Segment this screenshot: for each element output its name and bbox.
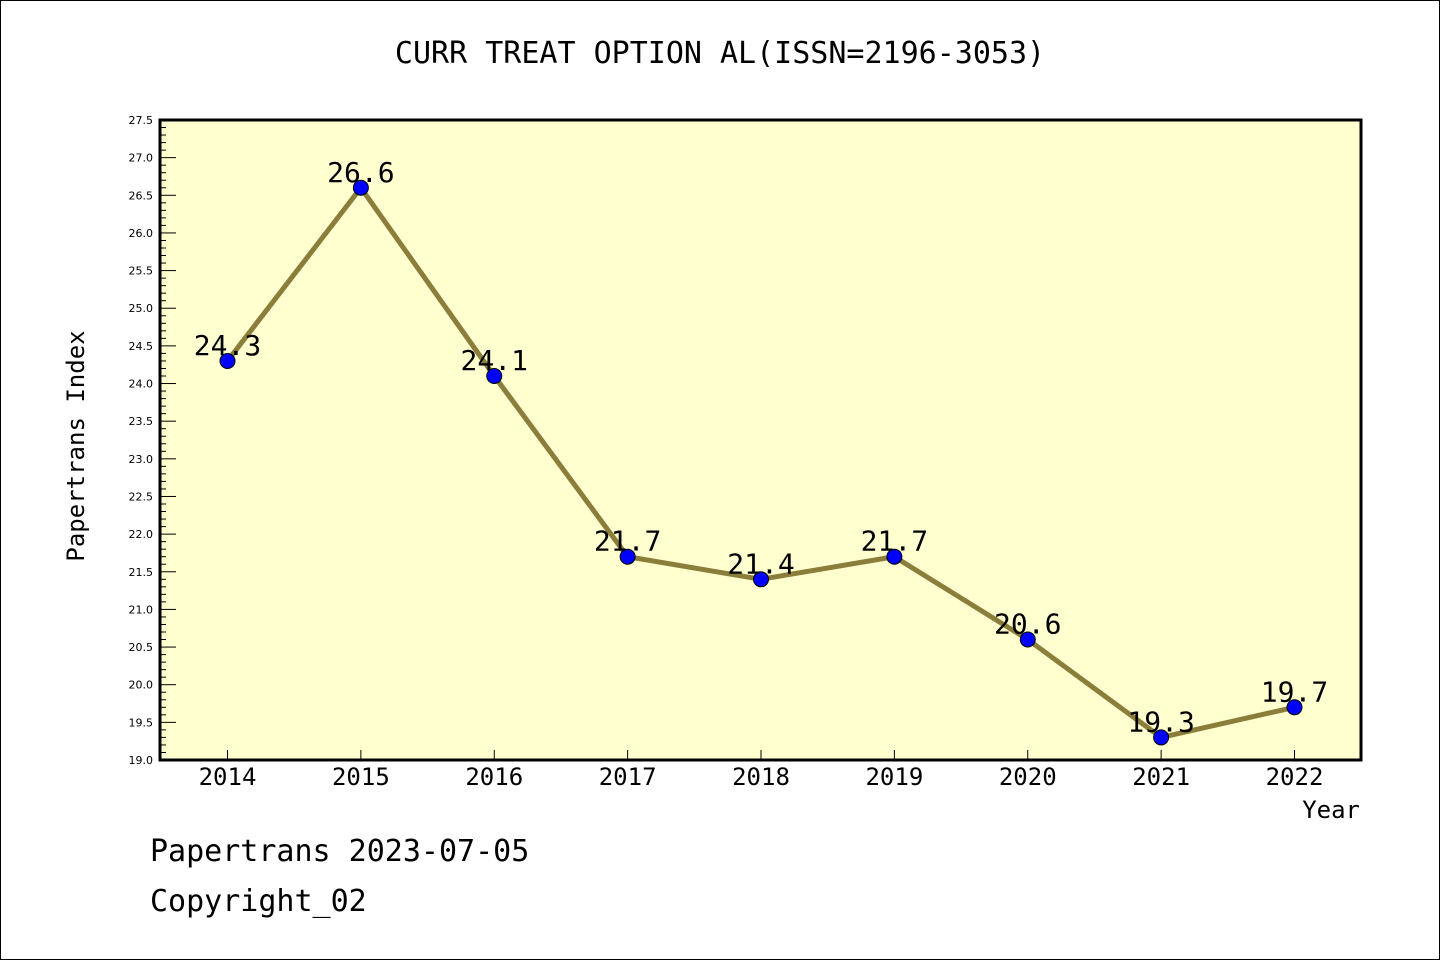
y-tick-label: 19.5 [129, 716, 154, 729]
x-tick-label: 2019 [865, 763, 923, 791]
x-axis-label: Year [1302, 796, 1360, 824]
data-point [619, 548, 636, 565]
y-tick-label: 26.5 [129, 189, 154, 202]
data-label: 21.7 [594, 525, 661, 558]
chart-title: CURR TREAT OPTION AL(ISSN=2196-3053) [394, 36, 1046, 71]
y-axis-ticks: 19.0 19.5 20.0 20.5 21.0 21.5 22.0 22.5 23.0 23.5… [129, 114, 176, 767]
data-labels: 24.3 26.6 24.1 21.7 21.4 21.7 20.6 19.3 19.7 [194, 156, 1328, 739]
data-label: 20.6 [994, 608, 1061, 641]
x-tick-label: 2020 [999, 763, 1057, 791]
y-tick-label: 22.0 [129, 528, 154, 541]
x-tick-label: 2018 [732, 763, 790, 791]
y-tick-label: 19.0 [129, 754, 154, 767]
data-label: 19.7 [1261, 675, 1328, 708]
x-tick-label: 2015 [332, 763, 390, 791]
y-tick-label: 23.0 [129, 453, 154, 466]
y-tick-label: 21.0 [129, 603, 154, 616]
y-tick-label: 24.0 [129, 378, 154, 391]
data-point [219, 352, 236, 369]
y-tick-label: 20.0 [129, 679, 154, 692]
data-label: 24.1 [461, 344, 528, 377]
x-axis-ticks: 2014 2015 2016 2017 2018 2019 2020 2021 2022 [199, 750, 1324, 791]
data-point [753, 571, 769, 588]
data-point [1019, 631, 1036, 648]
y-tick-label: 22.5 [129, 490, 154, 503]
x-tick-label: 2021 [1132, 763, 1190, 791]
data-points [219, 179, 1303, 746]
footer-copyright: Copyright_02 [150, 884, 367, 919]
y-tick-label: 24.5 [129, 340, 154, 353]
plot-border [158, 118, 1363, 762]
y-tick-label: 23.5 [129, 415, 154, 428]
data-label: 24.3 [194, 329, 261, 362]
data-point [1286, 699, 1303, 716]
footer-date: Papertrans 2023-07-05 [150, 834, 530, 869]
data-point [1153, 729, 1170, 746]
y-tick-label: 26.0 [129, 227, 154, 240]
data-label: 21.4 [727, 547, 794, 580]
data-label: 21.7 [861, 525, 928, 558]
data-label: 26.6 [327, 156, 394, 189]
data-point [486, 368, 503, 384]
x-tick-label: 2016 [465, 763, 523, 791]
y-tick-label: 20.5 [129, 641, 154, 654]
data-label: 19.3 [1127, 705, 1194, 738]
y-tick-label: 25.5 [129, 265, 154, 278]
data-point [352, 179, 369, 196]
data-point [886, 548, 903, 565]
x-tick-label: 2014 [199, 763, 257, 791]
plot-area [160, 120, 1361, 760]
y-tick-label: 27.5 [129, 114, 154, 127]
y-tick-label: 21.5 [129, 566, 154, 579]
x-tick-label: 2017 [599, 763, 657, 791]
y-tick-label: 27.0 [129, 152, 154, 165]
y-tick-label: 25.0 [129, 302, 154, 315]
x-tick-label: 2022 [1266, 763, 1324, 791]
